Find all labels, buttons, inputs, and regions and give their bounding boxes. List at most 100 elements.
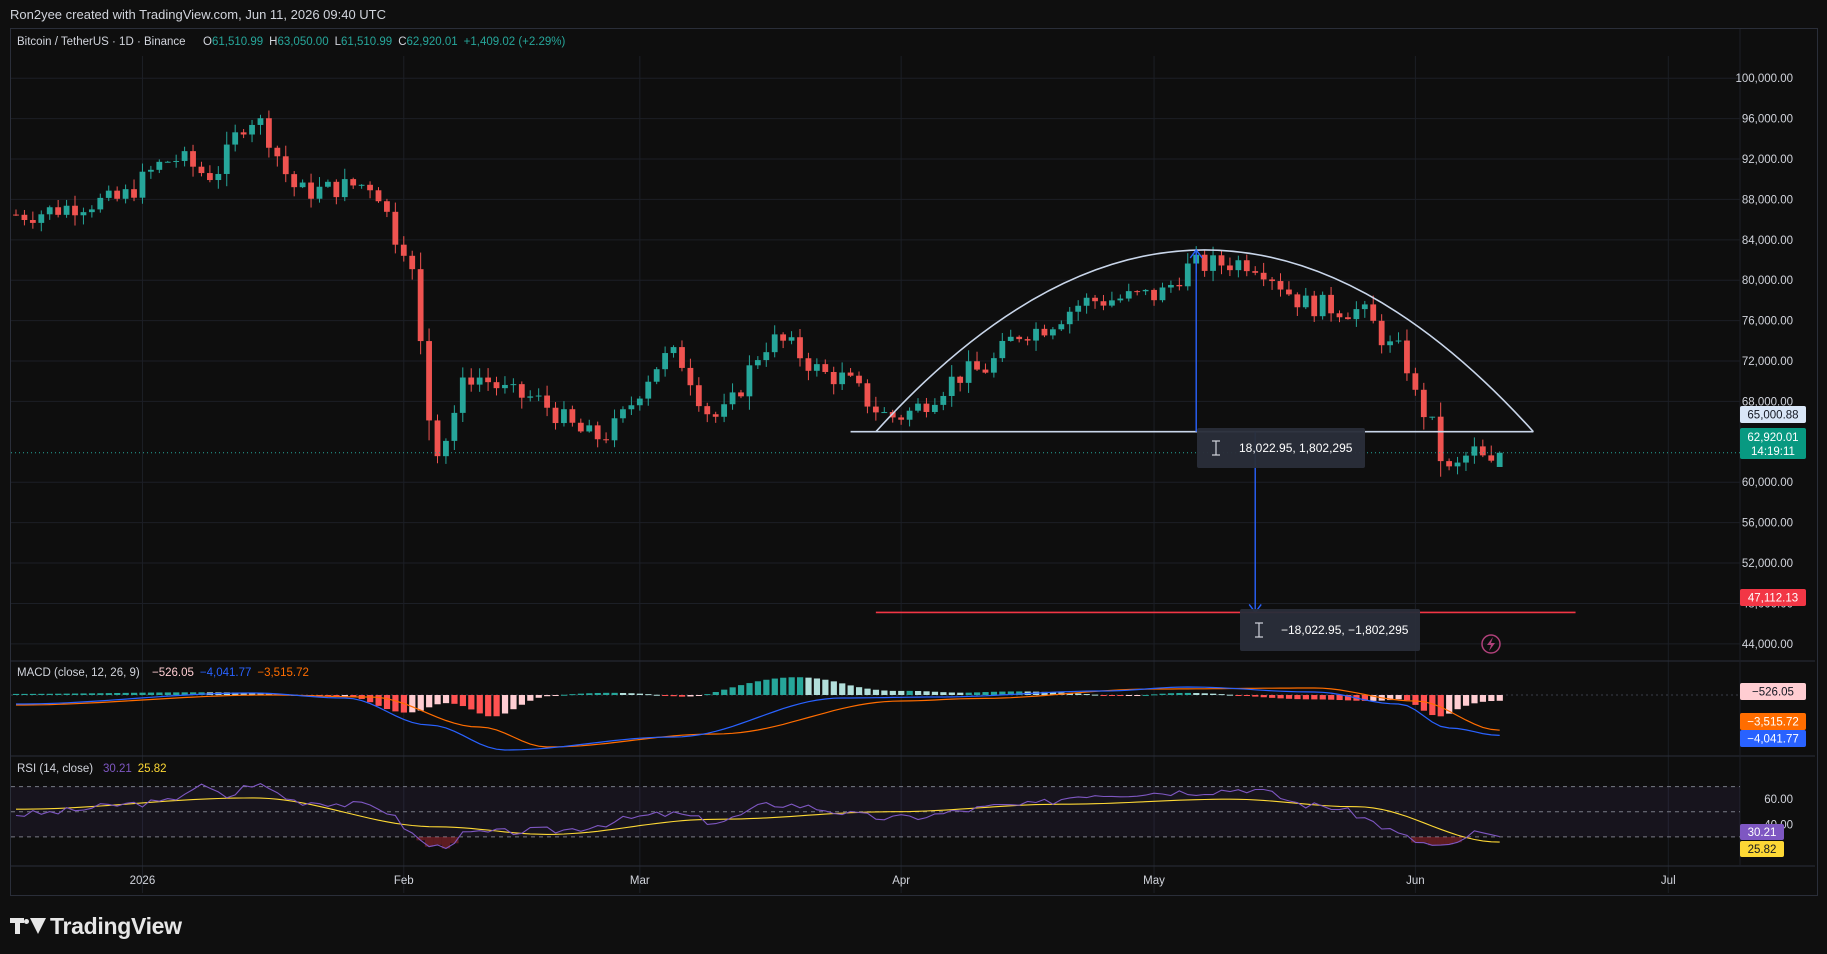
candle-body: [1361, 304, 1368, 310]
candle-body: [1345, 317, 1351, 320]
macd-hist-bar: [426, 695, 433, 708]
chart-frame[interactable]: [10, 28, 1818, 896]
candle-body: [1336, 313, 1343, 318]
macd-hist-bar: [611, 692, 618, 695]
candle-body: [611, 418, 618, 441]
macd-hist-bar: [999, 691, 1006, 695]
macd-hist-bar: [813, 678, 821, 695]
macd-hist-tag: [1740, 683, 1806, 700]
candle-body: [1227, 265, 1233, 271]
candle-body: [1125, 291, 1132, 299]
candle-body: [990, 358, 997, 373]
macd-line: [16, 686, 1500, 751]
macd-hist-bar: [1100, 695, 1107, 696]
macd-hist-bar: [156, 692, 163, 695]
macd-hist-bar: [1041, 691, 1048, 695]
macd-legend-macd: −4,041.77: [200, 667, 251, 679]
candle-body: [738, 392, 744, 397]
legend-ohlc: O61,510.99 H63,050.00 L61,510.99 C62,920.01…: [203, 36, 566, 48]
tradingview-logo[interactable]: TradingView: [10, 913, 182, 940]
legend-symbol[interactable]: Bitcoin / TetherUS · 1D · Binance: [17, 36, 186, 48]
macd-hist-bar: [898, 690, 905, 695]
candle-body: [459, 377, 466, 413]
candle-body: [729, 392, 736, 405]
candle-body: [813, 364, 820, 371]
macd-hist-bar: [1496, 695, 1503, 701]
macd-legend-title[interactable]: MACD (close, 12, 26, 9): [17, 667, 140, 679]
candle-body: [527, 396, 534, 398]
macd-hist-bar: [392, 695, 399, 712]
macd-hist-bar: [822, 679, 829, 695]
macd-hist-bar: [1125, 695, 1132, 696]
candle-body: [232, 132, 239, 145]
macd-hist-bar: [249, 692, 256, 695]
rounded-top-arc: [875, 249, 1534, 433]
macd-hist-bar: [1176, 692, 1183, 695]
macd-hist-bar: [670, 695, 677, 697]
candle-body: [384, 201, 390, 212]
target-price-tag: [1740, 589, 1806, 606]
macd-hist-bar: [442, 695, 450, 704]
candle-body: [957, 376, 964, 383]
macd-hist-bar: [872, 689, 880, 695]
macd-hist-bar: [375, 695, 382, 706]
macd-hist-bar: [476, 695, 483, 714]
macd-hist-bar: [577, 693, 585, 695]
candle-body: [1117, 298, 1124, 301]
lightning-icon[interactable]: [1481, 634, 1501, 654]
macd-hist-bar: [1302, 695, 1309, 700]
macd-line-tag-text: −4,041.77: [1747, 734, 1798, 746]
measure-down-box[interactable]: [1240, 609, 1420, 651]
candle-body: [72, 205, 78, 216]
macd-hist-bar: [240, 692, 247, 695]
macd-hist-bar: [763, 679, 770, 695]
macd-hist-bar: [1167, 693, 1175, 695]
macd-hist-bar: [1049, 692, 1057, 695]
candle-body: [544, 395, 550, 408]
rsi-line: [15, 782, 1500, 850]
macd-hist-bar: [560, 694, 568, 696]
candle-body: [1412, 373, 1419, 390]
candle-body: [1134, 291, 1141, 293]
candle-body: [367, 184, 373, 191]
candle-body: [38, 214, 45, 223]
candle-body: [291, 174, 298, 188]
candle-body: [746, 365, 753, 397]
candle-body: [931, 404, 938, 412]
candle-body: [97, 197, 104, 210]
candle-body: [864, 383, 871, 407]
macd-hist-bar: [13, 693, 20, 695]
macd-hist-bar: [906, 690, 913, 695]
rsi-ma-tag: [1740, 841, 1784, 857]
measure-up-box[interactable]: [1197, 428, 1365, 468]
macd-hist-bar: [1420, 695, 1428, 711]
candle-body: [1058, 324, 1065, 330]
candle-body: [333, 181, 340, 198]
candle-body: [1294, 294, 1301, 308]
macd-hist-bar: [80, 693, 87, 695]
macd-hist-bar: [114, 692, 121, 695]
rsi-legend-title[interactable]: RSI (14, close): [17, 763, 93, 775]
candle-body: [1420, 389, 1427, 418]
macd-hist-bar: [569, 694, 576, 696]
candle-body: [1496, 452, 1503, 467]
candle-body: [426, 341, 432, 421]
macd-pane: [11, 677, 1740, 751]
macd-hist-bar: [417, 695, 424, 711]
macd-hist-bar: [847, 685, 854, 695]
macd-hist-bar: [190, 692, 197, 695]
macd-hist-bar: [1151, 694, 1158, 696]
candle-body: [173, 160, 180, 162]
macd-hist-bar: [805, 677, 812, 695]
macd-hist-bar: [510, 695, 517, 710]
candle-body: [695, 385, 702, 407]
candle-body: [999, 340, 1006, 359]
legend-change: +1,409.02 (+2.29%): [464, 36, 566, 48]
price-tick-label: 92,000.00: [1742, 154, 1793, 166]
candle-body: [316, 186, 323, 199]
candle-body: [156, 161, 163, 170]
macd-hist-bar: [1226, 694, 1234, 696]
rsi-oversold-fill: [1444, 836, 1454, 845]
macd-hist-bar: [1277, 695, 1284, 699]
